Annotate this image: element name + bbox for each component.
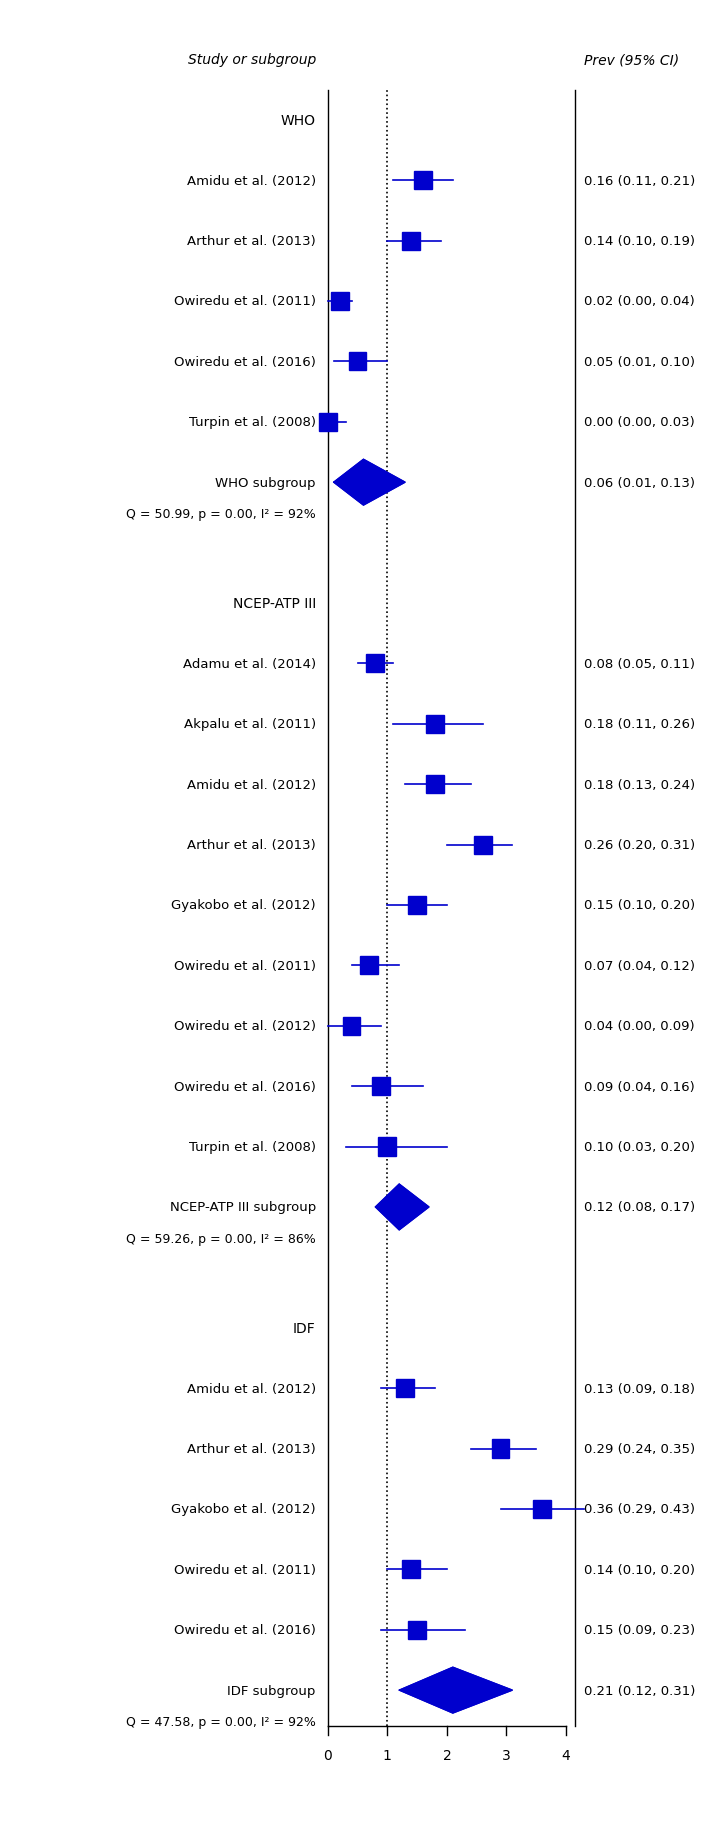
Text: Study or subgroup: Study or subgroup	[187, 53, 316, 67]
Bar	[330, 294, 349, 312]
Text: Turpin et al. (2008): Turpin et al. (2008)	[189, 1141, 316, 1154]
Bar	[360, 957, 378, 975]
Text: Q = 47.58, p = 0.00, I² = 92%: Q = 47.58, p = 0.00, I² = 92%	[126, 1715, 316, 1728]
Text: 0: 0	[323, 1748, 332, 1761]
Text: 0.29 (0.24, 0.35): 0.29 (0.24, 0.35)	[584, 1442, 695, 1455]
Bar	[319, 414, 337, 432]
Text: 0.21 (0.12, 0.31): 0.21 (0.12, 0.31)	[584, 1684, 695, 1697]
Text: Owiredu et al. (2011): Owiredu et al. (2011)	[174, 295, 316, 308]
Text: 0.07 (0.04, 0.12): 0.07 (0.04, 0.12)	[584, 959, 695, 972]
Text: Prev (95% CI): Prev (95% CI)	[584, 53, 679, 67]
Text: 0.05 (0.01, 0.10): 0.05 (0.01, 0.10)	[584, 355, 695, 368]
Bar	[402, 232, 420, 250]
Text: Gyakobo et al. (2012): Gyakobo et al. (2012)	[171, 1502, 316, 1515]
Text: Akpalu et al. (2011): Akpalu et al. (2011)	[184, 718, 316, 731]
Text: 0.15 (0.09, 0.23): 0.15 (0.09, 0.23)	[584, 1622, 695, 1637]
Text: NCEP-ATP III subgroup: NCEP-ATP III subgroup	[169, 1201, 316, 1214]
Polygon shape	[399, 1668, 513, 1714]
Text: Owiredu et al. (2012): Owiredu et al. (2012)	[174, 1019, 316, 1032]
Bar	[408, 1621, 426, 1639]
Text: WHO: WHO	[281, 113, 316, 128]
Text: Amidu et al. (2012): Amidu et al. (2012)	[187, 778, 316, 791]
Text: Owiredu et al. (2016): Owiredu et al. (2016)	[174, 355, 316, 368]
Text: WHO subgroup: WHO subgroup	[215, 476, 316, 489]
Text: 0.16 (0.11, 0.21): 0.16 (0.11, 0.21)	[584, 175, 695, 188]
Text: 0.00 (0.00, 0.03): 0.00 (0.00, 0.03)	[584, 416, 695, 428]
Text: Q = 50.99, p = 0.00, I² = 92%: Q = 50.99, p = 0.00, I² = 92%	[126, 509, 316, 521]
Bar	[414, 171, 432, 190]
Bar	[426, 715, 444, 733]
Text: 0.14 (0.10, 0.20): 0.14 (0.10, 0.20)	[584, 1562, 695, 1575]
Text: 0.18 (0.13, 0.24): 0.18 (0.13, 0.24)	[584, 778, 695, 791]
Text: Gyakobo et al. (2012): Gyakobo et al. (2012)	[171, 899, 316, 912]
Text: 0.02 (0.00, 0.04): 0.02 (0.00, 0.04)	[584, 295, 695, 308]
Text: 0.15 (0.10, 0.20): 0.15 (0.10, 0.20)	[584, 899, 695, 912]
Text: NCEP-ATP III: NCEP-ATP III	[232, 596, 316, 611]
Text: Arthur et al. (2013): Arthur et al. (2013)	[187, 1442, 316, 1455]
Text: 0.36 (0.29, 0.43): 0.36 (0.29, 0.43)	[584, 1502, 695, 1515]
Text: Owiredu et al. (2011): Owiredu et al. (2011)	[174, 959, 316, 972]
Text: 0.10 (0.03, 0.20): 0.10 (0.03, 0.20)	[584, 1141, 695, 1154]
Text: 0.09 (0.04, 0.16): 0.09 (0.04, 0.16)	[584, 1079, 695, 1094]
Text: 0.14 (0.10, 0.19): 0.14 (0.10, 0.19)	[584, 235, 695, 248]
Text: Arthur et al. (2013): Arthur et al. (2013)	[187, 235, 316, 248]
Bar	[408, 897, 426, 915]
Text: Q = 59.26, p = 0.00, I² = 86%: Q = 59.26, p = 0.00, I² = 86%	[126, 1232, 316, 1245]
Text: 0.13 (0.09, 0.18): 0.13 (0.09, 0.18)	[584, 1382, 695, 1395]
Text: 0.04 (0.00, 0.09): 0.04 (0.00, 0.09)	[584, 1019, 694, 1032]
Bar	[473, 837, 492, 855]
Text: Owiredu et al. (2016): Owiredu et al. (2016)	[174, 1079, 316, 1094]
Text: Amidu et al. (2012): Amidu et al. (2012)	[187, 175, 316, 188]
Bar	[342, 1017, 360, 1035]
Bar	[366, 654, 385, 673]
Polygon shape	[334, 459, 405, 505]
Text: Turpin et al. (2008): Turpin et al. (2008)	[189, 416, 316, 428]
Bar	[402, 1560, 420, 1579]
Bar	[533, 1500, 551, 1519]
Bar	[396, 1380, 414, 1398]
Text: 1: 1	[383, 1748, 392, 1761]
Text: Arthur et al. (2013): Arthur et al. (2013)	[187, 839, 316, 851]
Text: 0.12 (0.08, 0.17): 0.12 (0.08, 0.17)	[584, 1201, 695, 1214]
Text: 2: 2	[443, 1748, 451, 1761]
Bar	[426, 775, 444, 793]
Bar	[378, 1138, 396, 1156]
Bar	[349, 354, 366, 372]
Bar	[492, 1440, 509, 1458]
Text: 0.08 (0.05, 0.11): 0.08 (0.05, 0.11)	[584, 658, 695, 671]
Text: 3: 3	[502, 1748, 511, 1761]
Bar	[373, 1077, 390, 1096]
Polygon shape	[375, 1185, 429, 1231]
Text: Owiredu et al. (2016): Owiredu et al. (2016)	[174, 1622, 316, 1637]
Text: IDF subgroup: IDF subgroup	[227, 1684, 316, 1697]
Text: Amidu et al. (2012): Amidu et al. (2012)	[187, 1382, 316, 1395]
Text: 4: 4	[562, 1748, 571, 1761]
Text: Adamu et al. (2014): Adamu et al. (2014)	[182, 658, 316, 671]
Text: IDF: IDF	[293, 1322, 316, 1334]
Text: 0.26 (0.20, 0.31): 0.26 (0.20, 0.31)	[584, 839, 695, 851]
Text: 0.06 (0.01, 0.13): 0.06 (0.01, 0.13)	[584, 476, 695, 489]
Text: 0.18 (0.11, 0.26): 0.18 (0.11, 0.26)	[584, 718, 695, 731]
Text: Owiredu et al. (2011): Owiredu et al. (2011)	[174, 1562, 316, 1575]
